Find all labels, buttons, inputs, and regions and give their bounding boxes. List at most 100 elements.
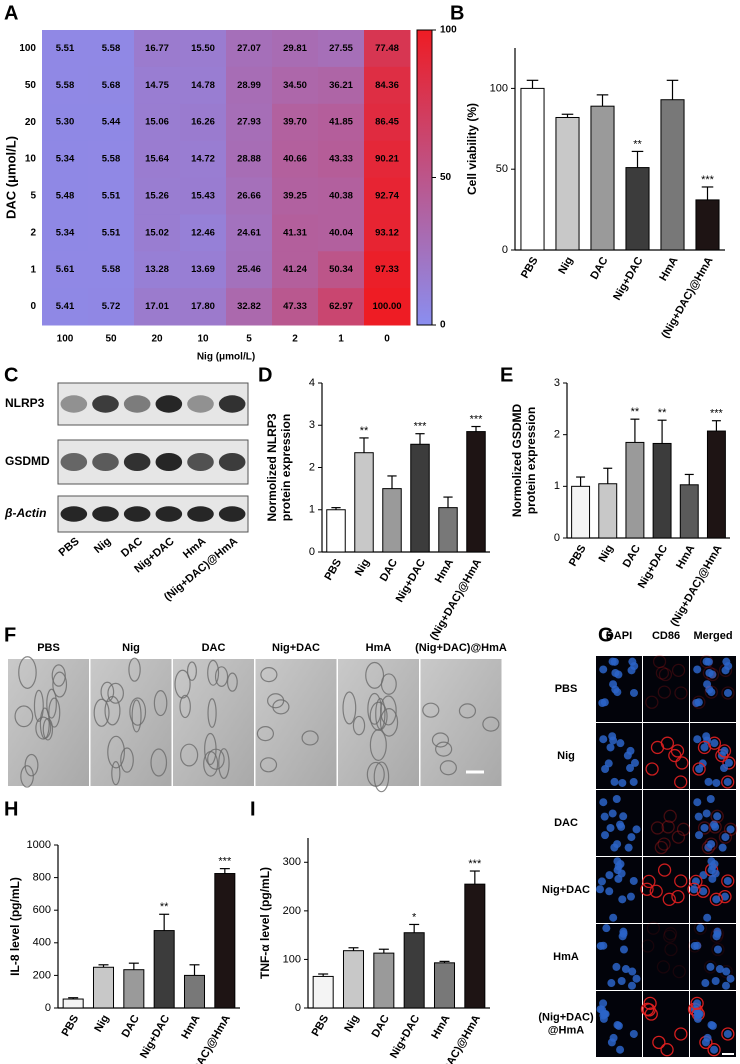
cell-shape [111,761,121,786]
blot-band [92,506,119,522]
heat-cell [180,30,227,68]
cell-shape [52,671,68,698]
cell-shape [120,747,134,773]
nucleus [607,979,616,988]
nucleus [618,778,627,787]
cell-shape [458,703,477,719]
cell-shape [365,661,385,689]
nucleus [713,812,722,821]
nucleus [613,857,622,866]
y-axis-label: Normolized GSDMD [510,404,524,518]
bar [354,452,374,553]
cell-label: 15.64 [145,154,169,165]
nucleus [722,657,731,666]
bar [520,87,545,251]
heat-cell [364,214,411,252]
membrane [688,939,702,953]
membrane [676,822,691,836]
heat-cell [318,66,365,105]
bar [214,873,236,1009]
membrane [671,830,686,844]
cell-label: 77.48 [375,43,399,54]
nucleus [613,840,622,849]
membrane [709,892,723,906]
micrograph-label: HmA [366,642,392,654]
nucleus [599,798,608,807]
y-tick-label: 0 [502,244,508,256]
y-tick-label: 1000 [27,839,51,851]
membrane [718,830,733,844]
y-axis-label: DAC (μmol/L) [3,136,18,219]
nucleus [609,913,618,922]
nucleus [602,924,611,933]
nucleus [619,945,628,954]
cell-shape [369,729,387,762]
membrane [722,756,736,770]
y-axis-label: protein expression [524,407,538,514]
y-tick-label: 20 [25,117,37,128]
nucleus [695,764,704,773]
membrane [711,942,725,957]
heat-cell [226,66,273,105]
nucleus [695,831,704,840]
bar [342,950,365,1009]
cell-label: 27.07 [237,43,261,54]
heat-cell [272,251,319,289]
cell-label: 41.31 [283,227,307,238]
nucleus [720,892,729,901]
nucleus [621,965,630,974]
significance-label: * [412,911,417,923]
heat-cell [318,30,365,68]
nucleus [596,941,605,950]
nucleus [705,668,714,677]
cell-shape [180,743,199,767]
cell-label: 14.75 [145,80,169,91]
cell-shape [93,698,110,727]
fluor-image [643,656,689,722]
x-tick-label: (Nig+DAC)@HmA [668,543,724,628]
blot-band [155,395,183,413]
nucleus [600,812,609,821]
nucleus [616,1045,625,1054]
cell-shape [46,688,57,719]
cell-shape [20,765,34,788]
nucleus [700,823,709,832]
cell-label: 5.58 [102,154,121,165]
heat-cell [180,288,227,326]
y-tick-label: 50 [496,163,508,175]
membrane [721,1027,735,1041]
y-tick-label: 100 [283,953,301,965]
micrograph-label: PBS [37,642,60,654]
bar [598,483,618,539]
micrograph [255,659,337,786]
fluor-image [643,723,689,789]
nucleus [693,798,702,807]
bar [382,488,402,553]
nucleus [613,688,622,697]
bar [706,430,726,539]
membrane [697,740,712,755]
cell-label: 93.12 [375,227,399,238]
bar [571,485,591,539]
significance-label: *** [468,858,482,870]
nucleus [618,932,627,941]
cell-shape [35,716,52,740]
cell-shape [128,657,141,682]
x-tick-label: DAC [621,543,643,570]
blot-row-label: β-Actin [4,506,46,520]
heat-cell [42,140,89,178]
nucleus [617,869,626,878]
cell-shape [380,673,397,695]
blot-lane-label: DAC [119,535,145,560]
cell-shape [256,726,275,742]
nucleus [703,1033,712,1042]
nucleus [612,962,621,971]
heat-cell [364,66,411,105]
panel-label: H [4,798,18,820]
cell-label: 27.55 [329,43,353,54]
nucleus [712,932,721,941]
x-tick-label: Nig+DAC [388,1013,422,1061]
nucleus [693,1014,702,1023]
nucleus [693,999,702,1008]
cell-label: 5.58 [102,43,121,54]
